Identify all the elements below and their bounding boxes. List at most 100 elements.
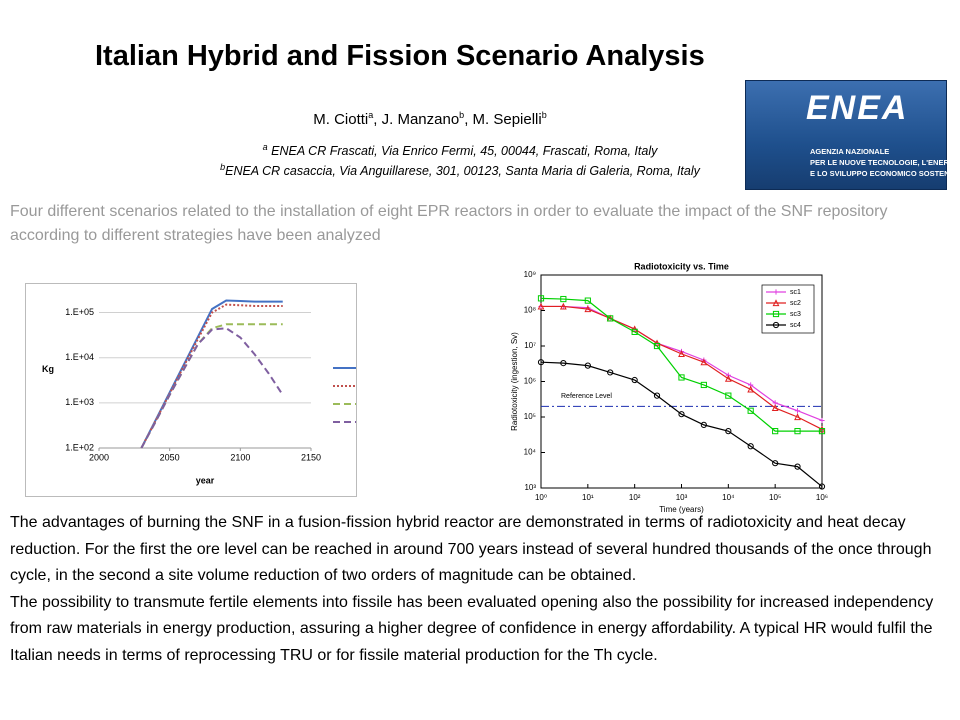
x-tick-label: 2150: [301, 452, 321, 462]
author-sup: b: [541, 110, 547, 120]
marker: [724, 374, 732, 382]
series-line: [140, 299, 283, 449]
author-sup: b: [459, 110, 465, 120]
y-tick-label: 1.E+05: [65, 307, 94, 317]
x-tick-label: 10⁶: [816, 493, 828, 502]
marker: [537, 295, 545, 302]
marker: [794, 408, 801, 414]
body: The advantages of burning the SNF in a f…: [10, 510, 955, 669]
legend-label: sc4: [790, 322, 801, 329]
y-tick-label: 10³: [524, 483, 536, 492]
y-tick-label: 1.E+04: [65, 352, 94, 362]
logo-tagline: PER LE NUOVE TECNOLOGIE, L'ENERGIA: [810, 158, 960, 167]
marker: [773, 289, 779, 295]
legend-label: sc1: [790, 289, 801, 296]
marker: [678, 374, 685, 381]
paragraph: The possibility to transmute fertile ele…: [10, 593, 934, 664]
affiliation: bENEA CR casaccia, Via Anguillarese, 301…: [160, 162, 760, 178]
marker: [584, 305, 592, 313]
series-line: [540, 361, 823, 487]
chart-title: Radiotoxicity vs. Time: [634, 261, 729, 271]
marker: [678, 411, 685, 418]
y-tick-label: 10⁹: [524, 270, 536, 279]
chart: 1.E+02 1.E+03 1.E+04 1.E+05 2000 2050 2100 2150…: [25, 283, 357, 497]
logo: ENEA AGENZIA NAZIONALE PER LE NUOVE TECN…: [745, 80, 960, 190]
marker: [560, 295, 567, 303]
marker: [584, 362, 591, 369]
reference-label: Reference Level: [561, 393, 612, 400]
series-line: [540, 297, 822, 432]
marker: [771, 404, 779, 412]
marker: [794, 463, 801, 470]
series-line: [140, 323, 283, 449]
x-tick-label: 10⁵: [769, 493, 781, 502]
marker: [584, 297, 591, 304]
x-tick-label: 2100: [230, 452, 250, 462]
author: , J. Manzano: [373, 111, 460, 128]
y-tick-label: 10⁵: [524, 412, 536, 421]
y-axis-label: Radiotoxicity (ingestion, Sv): [510, 332, 519, 431]
marker: [560, 359, 567, 367]
author-sup: a: [368, 110, 374, 120]
x-tick-label: 10⁴: [722, 493, 735, 502]
marker: [607, 369, 614, 376]
logo-name: ENEA: [806, 89, 909, 127]
marker: [653, 392, 661, 399]
series-line: [140, 303, 283, 449]
x-tick-label: 2050: [160, 452, 180, 462]
marker: [700, 381, 707, 389]
author: , M. Sepielli: [464, 111, 542, 128]
x-axis-label: year: [196, 475, 215, 485]
authors: M. Ciottia, J. Manzanob, M. Sepiellib: [200, 110, 660, 128]
marker: [631, 376, 638, 384]
y-tick-label: 10⁴: [524, 448, 537, 457]
legend-label: sc3: [790, 311, 801, 318]
marker: [607, 315, 614, 322]
marker: [631, 328, 638, 335]
marker: [772, 428, 779, 435]
y-axis-label: Kg: [42, 364, 54, 374]
marker: [725, 428, 732, 435]
marker: [747, 443, 754, 450]
x-axis-label: Time (years): [659, 505, 704, 514]
marker: [747, 385, 755, 393]
y-tick-label: 10⁸: [524, 306, 536, 315]
logo-tagline: AGENZIA NAZIONALE: [810, 147, 890, 156]
x-tick-label: 10³: [676, 493, 688, 502]
marker: [537, 359, 545, 366]
marker: [747, 407, 754, 414]
affiliation-text: ENEA CR casaccia, Via Anguillarese, 301,…: [225, 164, 700, 179]
marker: [818, 425, 826, 433]
marker: [818, 428, 826, 435]
plot-frame: [540, 274, 823, 489]
intro: Four different scenarios related to the …: [10, 203, 888, 244]
legend-label: sc2: [790, 300, 801, 307]
x-tick-label: 10⁰: [535, 493, 547, 502]
marker: [537, 302, 545, 310]
marker: [794, 413, 801, 421]
y-tick-label: 1.E+02: [65, 442, 94, 452]
marker: [772, 299, 780, 307]
marker: [700, 421, 707, 428]
x-tick-label: 2000: [89, 452, 109, 462]
marker: [819, 417, 825, 424]
affiliation-sup: b: [220, 162, 226, 172]
series-line: [541, 305, 823, 430]
marker: [653, 342, 661, 350]
marker: [678, 350, 685, 357]
marker: [818, 483, 826, 490]
y-tick-label: 10⁶: [524, 377, 536, 386]
author: M. Ciotti: [313, 111, 369, 128]
marker: [794, 428, 801, 435]
y-tick-label: 1.E+03: [65, 397, 94, 407]
marker: [772, 310, 780, 318]
chart: Radiotoxicity vs. Time 10³ 10⁴ 10⁵ 10⁶ 10⁷ 10⁸…: [510, 261, 828, 514]
x-tick-label: 10¹: [582, 493, 594, 502]
title: Italian Hybrid and Fission Scenario Anal…: [95, 40, 705, 72]
marker: [559, 302, 567, 310]
marker: [772, 321, 780, 329]
affiliation-text: ENEA CR Frascati, Via Enrico Fermi, 45, …: [267, 144, 658, 159]
affiliation: a ENEA CR Frascati, Via Enrico Fermi, 45…: [160, 142, 760, 158]
marker: [772, 460, 779, 467]
